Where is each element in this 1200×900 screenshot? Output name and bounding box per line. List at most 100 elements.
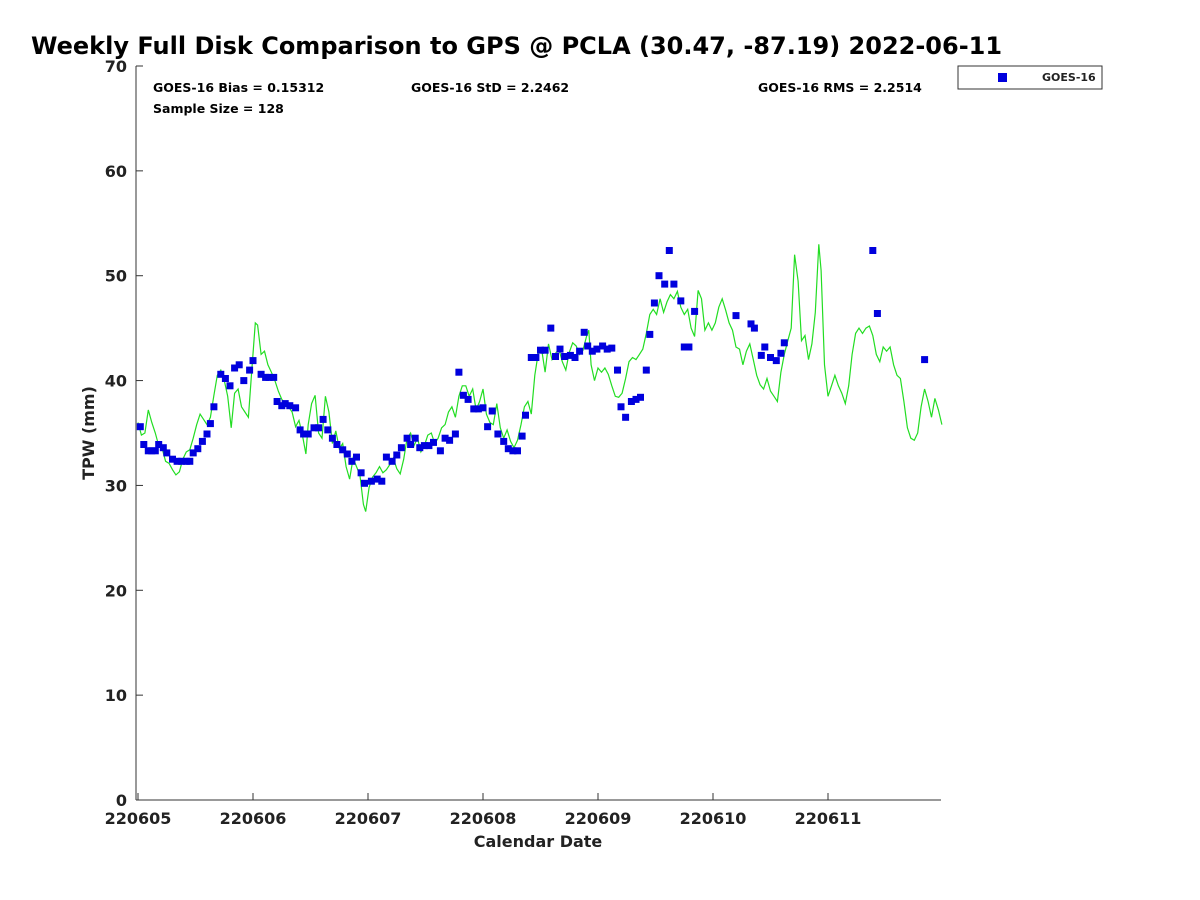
x-tick-label: 220606: [220, 809, 287, 828]
goes16-data-point: [588, 347, 596, 355]
gps-tpw-line: [137, 244, 943, 512]
goes16-data-point: [281, 400, 289, 408]
goes16-data-point: [757, 351, 765, 359]
goes16-data-point: [333, 441, 341, 448]
goes16-data-point: [608, 344, 616, 352]
goes16-data-point: [240, 377, 248, 385]
x-tick-label: 220611: [795, 809, 862, 828]
goes16-data-point: [173, 457, 181, 465]
goes16-data-point: [397, 444, 405, 452]
goes16-data-point: [750, 324, 758, 332]
x-tick-label: 220605: [105, 809, 172, 828]
goes16-data-point: [518, 432, 526, 440]
x-tick-label: 220610: [680, 809, 747, 828]
goes16-data-point: [584, 342, 592, 350]
y-tick-label: 10: [105, 686, 127, 705]
goes16-data-point: [411, 434, 419, 442]
goes16-data-point: [537, 346, 544, 354]
goes16-data-point: [869, 247, 877, 254]
goes16-data-point: [504, 445, 512, 453]
goes16-data-point: [617, 403, 625, 411]
goes16-data-point: [407, 441, 415, 448]
goes16-data-point: [203, 430, 211, 438]
y-axis-ticks: 0 10 20 30 40 50 60 70: [105, 57, 143, 810]
goes16-data-point: [324, 426, 332, 434]
goes16-data-point: [186, 457, 194, 465]
goes16-data-point: [194, 445, 202, 453]
goes16-data-point: [339, 446, 347, 454]
goes16-data-point: [430, 438, 437, 446]
goes16-data-point: [670, 280, 678, 288]
goes16-data-point: [206, 420, 214, 428]
goes16-data-point: [151, 447, 159, 455]
goes16-data-point: [226, 382, 234, 390]
goes16-data-point: [691, 307, 699, 315]
goes16-data-point: [767, 354, 774, 361]
series-layer: [136, 244, 943, 512]
goes16-data-point: [642, 366, 650, 374]
goes16-data-point: [357, 469, 365, 477]
goes16-data-point: [304, 430, 312, 438]
goes16-data-point: [650, 299, 658, 307]
goes16-data-point: [646, 330, 654, 338]
goes16-data-point: [163, 449, 171, 457]
y-tick-label: 50: [105, 267, 127, 286]
goes16-data-point: [246, 366, 254, 374]
goes16-data-point: [292, 404, 300, 412]
goes16-data-point: [747, 320, 755, 328]
goes16-data-point: [522, 411, 529, 419]
goes16-data-point: [210, 403, 218, 411]
goes16-data-point: [420, 442, 428, 450]
goes16-data-point: [169, 455, 176, 463]
goes16-data-point: [178, 457, 186, 465]
goes16-data-point: [921, 356, 929, 364]
goes16-data-point: [484, 423, 492, 431]
goes16-data-point: [761, 343, 769, 351]
goes16-data-point: [685, 343, 693, 351]
goes16-data-point: [361, 479, 368, 487]
goes16-data-point: [353, 453, 360, 461]
goes16-data-point: [614, 366, 621, 374]
legend-marker-goes16: [998, 73, 1007, 82]
chart-title: Weekly Full Disk Comparison to GPS @ PCL…: [31, 32, 1002, 60]
x-tick-label: 220607: [335, 809, 402, 828]
goes16-data-point: [310, 424, 318, 432]
goes16-data-point: [479, 404, 487, 412]
goes16-data-point: [732, 312, 740, 320]
goes16-data-point: [532, 354, 540, 361]
goes16-data-point: [622, 413, 630, 421]
goes16-data-point: [328, 434, 336, 442]
x-tick-label: 220608: [450, 809, 517, 828]
goes16-data-point: [552, 353, 559, 360]
goes16-data-point: [873, 310, 881, 317]
goes16-data-point: [265, 373, 273, 381]
goes16-data-point: [459, 391, 467, 399]
y-tick-label: 70: [105, 57, 127, 76]
goes16-data-point: [500, 437, 508, 445]
goes16-data-point: [388, 457, 396, 465]
goes16-data-point: [221, 375, 229, 382]
goes16-data-point: [451, 430, 459, 438]
stat-std: GOES-16 StD = 2.2462: [411, 80, 569, 95]
goes16-data-point: [159, 444, 167, 452]
goes16-data-point: [576, 347, 584, 355]
goes16-data-point: [198, 437, 206, 445]
goes16-data-point: [296, 426, 304, 434]
goes16-data-point: [217, 370, 225, 378]
goes16-data-point: [273, 398, 281, 405]
goes16-data-point: [627, 398, 635, 405]
goes16-data-point: [249, 357, 257, 365]
goes16-data-point: [561, 353, 569, 360]
goes16-data-point: [441, 434, 449, 442]
y-tick-label: 30: [105, 476, 127, 495]
goes16-data-point: [257, 370, 265, 378]
goes16-data-point: [632, 395, 640, 403]
goes16-data-point: [446, 436, 454, 444]
goes16-data-point: [677, 297, 685, 305]
goes16-data-point: [300, 430, 308, 438]
goes16-data-point: [780, 339, 788, 347]
goes16-data-point: [509, 447, 517, 455]
goes16-data-point: [777, 349, 785, 357]
y-tick-label: 40: [105, 372, 127, 391]
